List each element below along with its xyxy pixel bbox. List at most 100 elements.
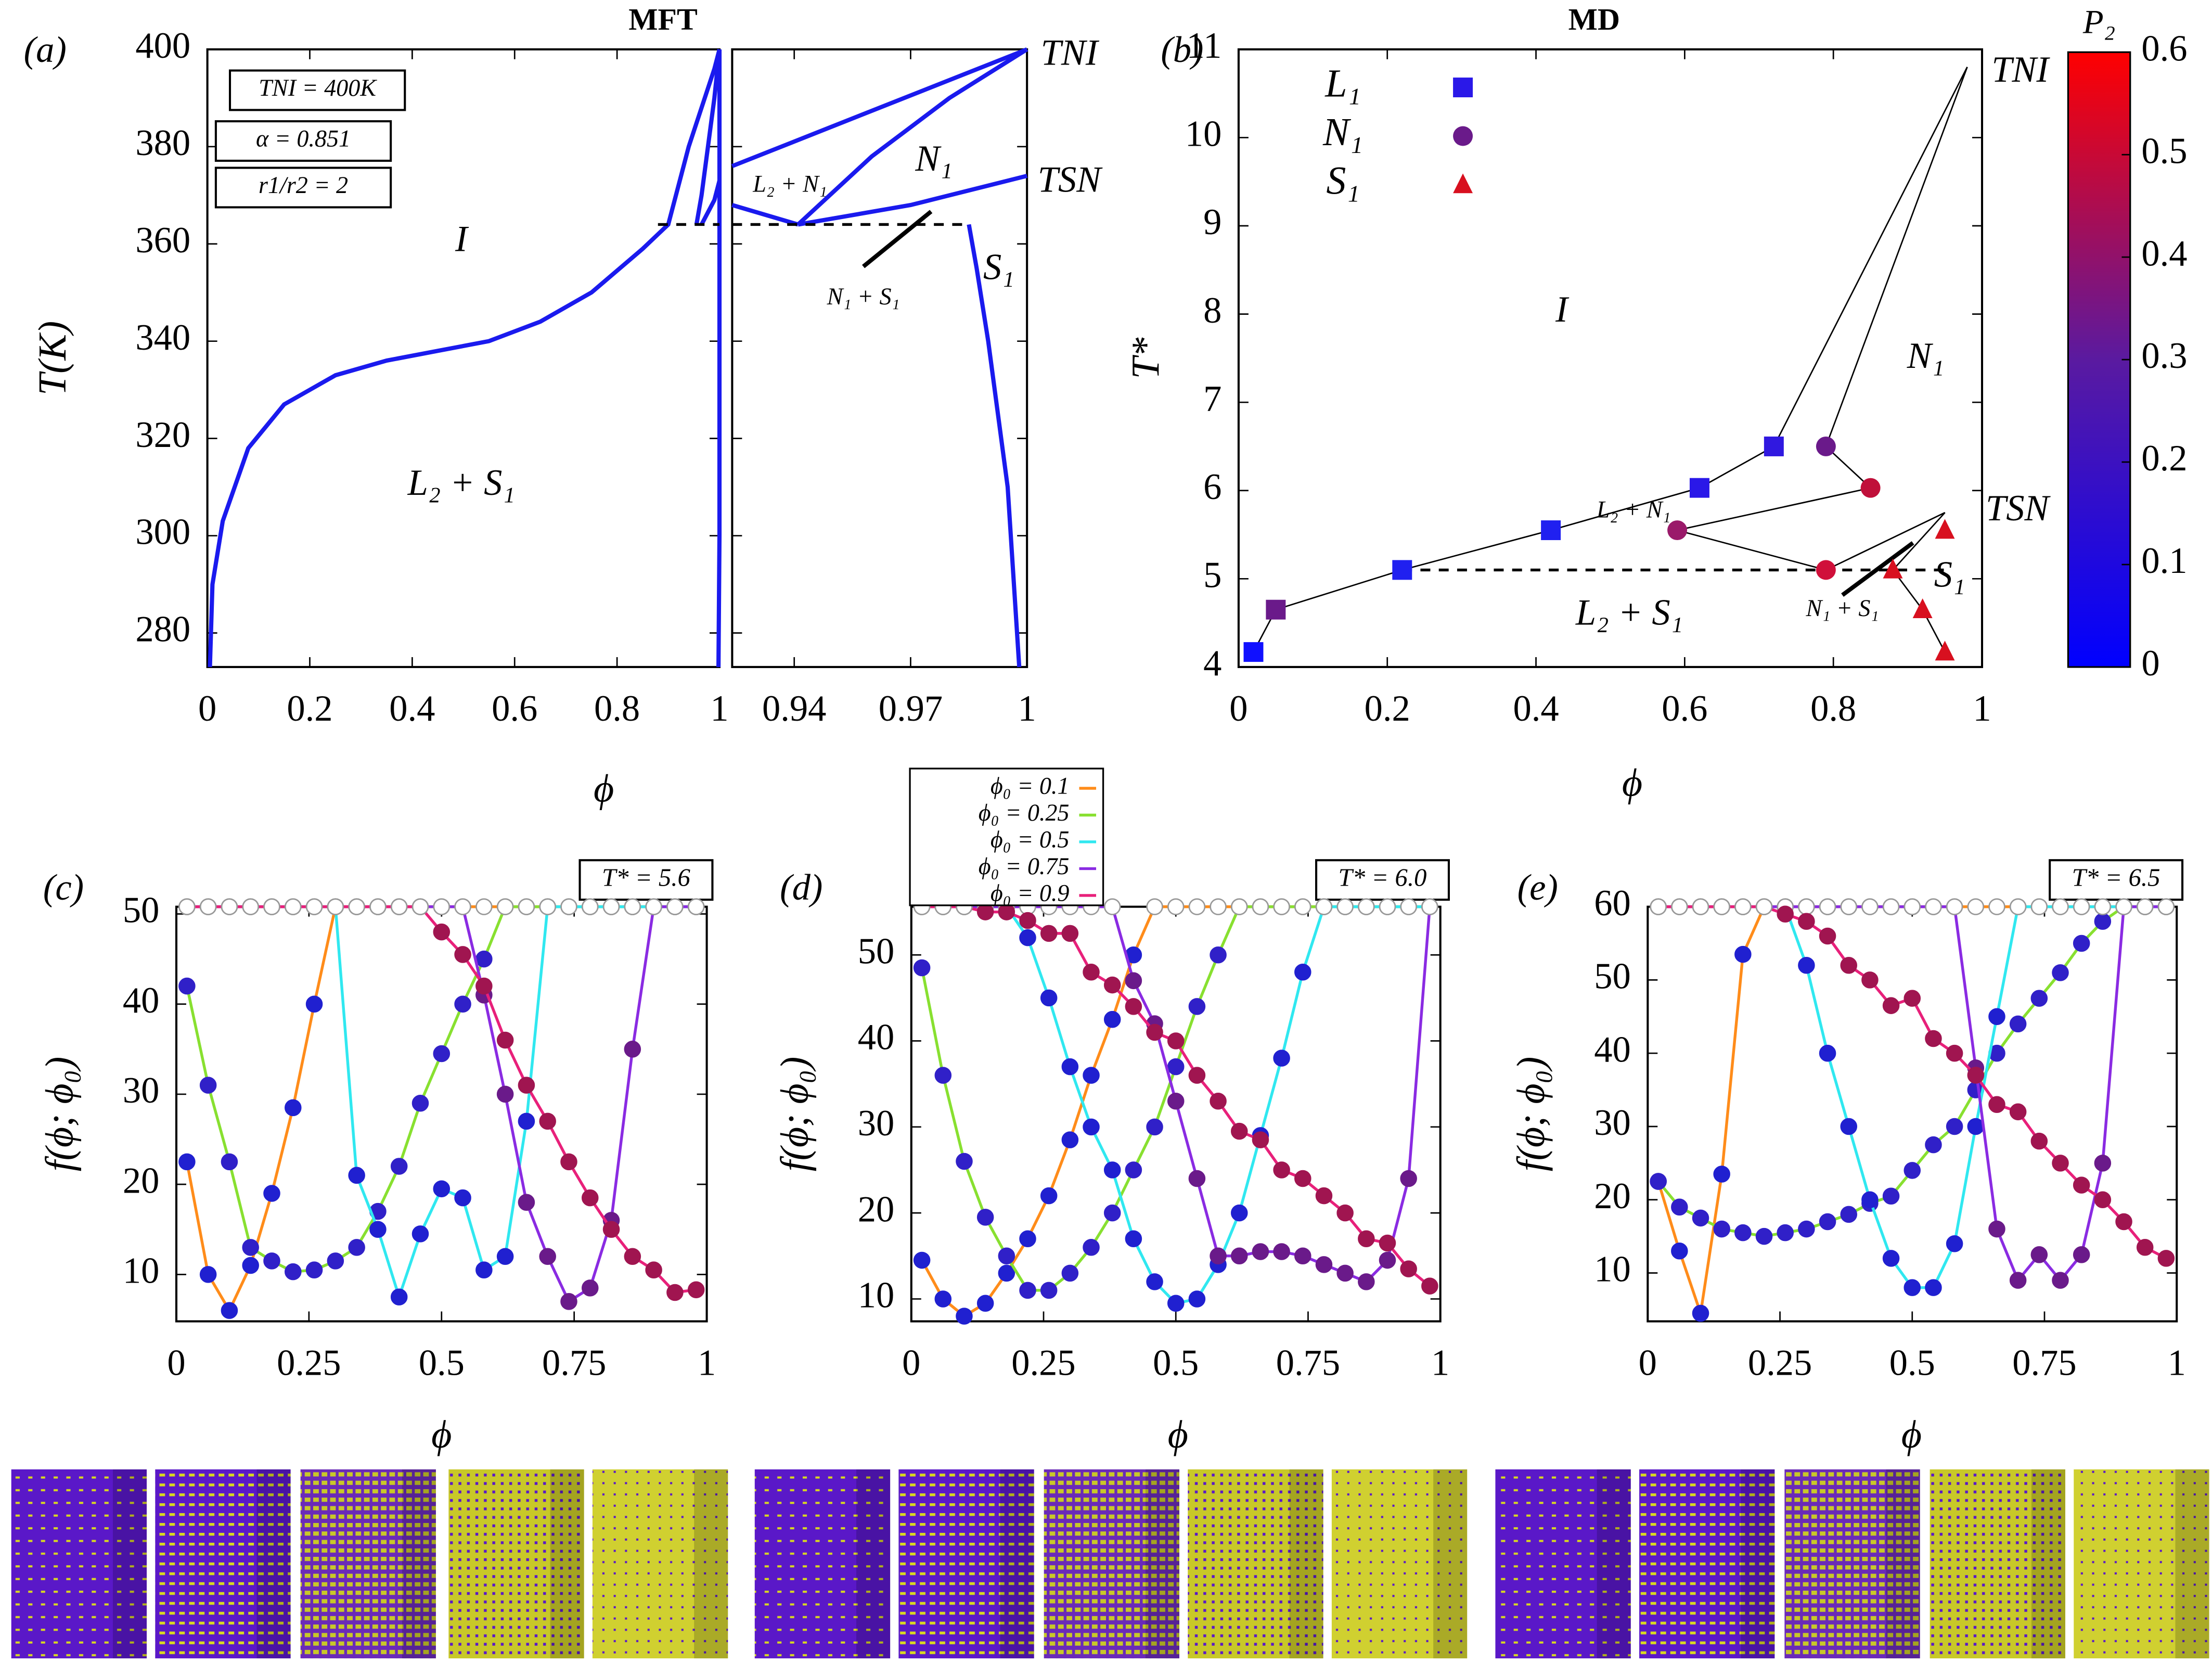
point: [411, 898, 429, 915]
point: [1210, 1247, 1227, 1265]
point: [1103, 898, 1121, 915]
point: [976, 1209, 994, 1226]
point: [581, 898, 599, 915]
label-box: [578, 859, 714, 901]
snapshot-shade: [694, 1469, 728, 1659]
point: [327, 1252, 344, 1270]
annotation-box: [214, 120, 392, 162]
snapshot: [754, 1469, 891, 1659]
x-tick-label: 0: [198, 688, 216, 729]
x-tick-label: 0: [167, 1342, 185, 1383]
y-tick-label: 30: [858, 1103, 894, 1144]
point: [1146, 898, 1163, 915]
x-tick-label: 1: [1018, 688, 1036, 729]
curve: [731, 47, 1028, 169]
point: [1650, 1173, 1667, 1190]
point: [934, 1067, 952, 1084]
colorbar-tick-label: 0.2: [2141, 438, 2187, 479]
snapshot: [2074, 1469, 2209, 1659]
point: [1061, 1264, 1079, 1282]
point: [956, 1308, 973, 1325]
point: [1103, 1010, 1121, 1028]
x-tick-label: 0.25: [1748, 1342, 1812, 1383]
colorbar-label: P₂: [2082, 4, 2115, 41]
y-tick-label: 40: [858, 1017, 894, 1058]
point: [1103, 976, 1121, 994]
marker-square: [1392, 560, 1412, 580]
y-tick-label: 6: [1203, 467, 1221, 507]
marker-circle: [1816, 436, 1836, 456]
snapshot-shade: [550, 1469, 584, 1659]
point: [560, 1153, 577, 1171]
point: [998, 1264, 1015, 1282]
point: [1713, 898, 1730, 915]
point: [913, 1251, 931, 1269]
point: [1040, 1282, 1058, 1299]
marker-circle: [1860, 478, 1881, 498]
point: [1167, 898, 1185, 915]
point: [1188, 1290, 1206, 1308]
annotation: α = 0.851: [256, 125, 351, 152]
point: [2030, 1132, 2048, 1150]
y-tick-label: 340: [135, 317, 190, 358]
point: [2094, 913, 2112, 930]
point: [178, 977, 196, 995]
point: [1988, 1008, 2005, 1026]
point: [1019, 929, 1036, 946]
annotation: L₂ + N₁: [1596, 496, 1671, 522]
point: [221, 1153, 238, 1171]
point: [1967, 898, 1985, 915]
point: [411, 1225, 429, 1243]
y-tick-label: 20: [858, 1189, 894, 1230]
y-tick-label: 50: [123, 890, 159, 931]
point: [1400, 1170, 1417, 1187]
point: [1167, 1032, 1185, 1049]
point: [1988, 1220, 2005, 1238]
point: [1798, 913, 1815, 930]
legend-label: ϕ₀ = 0.1: [991, 773, 1070, 799]
snapshot-shade: [1000, 1469, 1034, 1659]
point: [1167, 1058, 1185, 1076]
point: [1315, 1187, 1333, 1205]
panel-label: (b): [1161, 30, 1203, 70]
connector: [1253, 67, 1968, 652]
tie-line: [1841, 541, 1914, 597]
point: [518, 898, 535, 915]
snapshot-shade: [1597, 1469, 1631, 1659]
marker-circle: [1816, 560, 1836, 580]
snapshot-shade: [402, 1469, 436, 1659]
point: [1379, 898, 1396, 915]
point: [1019, 1230, 1036, 1247]
point: [1988, 1096, 2005, 1113]
y-tick-label: 50: [858, 931, 894, 971]
x-axis-label: ϕ: [1168, 1413, 1188, 1456]
x-tick-label: 1: [710, 688, 728, 729]
point: [411, 1094, 429, 1112]
label-box: [1315, 859, 1450, 901]
point: [1671, 1198, 1688, 1216]
snapshot: [448, 1469, 584, 1659]
point: [285, 898, 302, 915]
point: [263, 1252, 280, 1270]
x-tick-label: 0.6: [492, 688, 537, 729]
colorbar-tick-label: 0.6: [2141, 28, 2187, 69]
point: [1103, 1161, 1121, 1179]
y-tick-label: 60: [1594, 883, 1630, 924]
annotation: L₂ + S₁: [407, 463, 515, 503]
snapshot-shade: [1741, 1469, 1775, 1659]
y-tick-label: 4: [1203, 643, 1221, 684]
legend-box: [909, 767, 1104, 906]
marker-square: [1243, 642, 1264, 662]
y-tick-label: 9: [1203, 202, 1221, 242]
point: [1188, 898, 1206, 915]
y-tick-label: 10: [1594, 1249, 1630, 1290]
point: [1146, 1023, 1163, 1041]
point: [560, 898, 577, 915]
annotation: S₁: [1934, 554, 1965, 595]
snapshot: [1188, 1469, 1323, 1659]
point: [1230, 898, 1248, 915]
point: [1294, 1170, 1311, 1187]
point: [624, 1248, 641, 1265]
colorbar-tick-label: 0: [2141, 643, 2159, 684]
